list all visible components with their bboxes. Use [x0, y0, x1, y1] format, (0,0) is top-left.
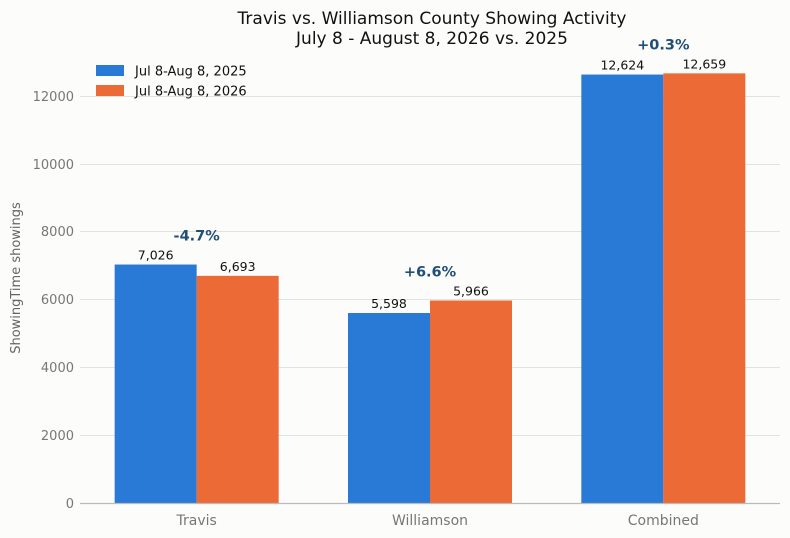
- y-tick-label: 6000: [41, 293, 74, 308]
- bar-value-label: 7,026: [138, 248, 174, 263]
- legend-swatch: [96, 65, 124, 76]
- chart-title: Travis vs. Williamson County Showing Act…: [237, 9, 627, 29]
- percent-change-annotation: +0.3%: [637, 37, 690, 53]
- y-tick-label: 8000: [41, 225, 74, 240]
- label-layer: 7,026 6,693 -4.7% Travis 5,598 5,966 +6.6% Will…: [138, 37, 726, 529]
- x-tick-label: Williamson: [392, 513, 468, 529]
- bar-value-label: 5,966: [453, 284, 489, 299]
- bar: [430, 300, 512, 503]
- bar: [663, 73, 746, 504]
- legend-swatch: [96, 85, 124, 96]
- bar-value-label: 12,659: [682, 56, 726, 71]
- x-tick-label: Travis: [176, 513, 217, 529]
- x-tick-label: Combined: [628, 513, 699, 529]
- percent-change-annotation: -4.7%: [174, 229, 221, 245]
- percent-change-annotation: +6.6%: [404, 265, 457, 281]
- legend: Jul 8-Aug 8, 2025 Jul 8-Aug 8, 2026: [96, 65, 247, 100]
- bar-value-label: 6,693: [220, 259, 256, 274]
- y-tick-label: 10000: [33, 158, 74, 173]
- bar-layer: [114, 73, 746, 504]
- bar-value-label: 5,598: [371, 296, 407, 311]
- bar-value-label: 12,624: [600, 58, 644, 73]
- legend-label: Jul 8-Aug 8, 2025: [134, 65, 247, 80]
- y-tick-label: 0: [66, 497, 74, 512]
- y-axis-label: ShowingTime showings: [9, 202, 24, 354]
- legend-label: Jul 8-Aug 8, 2026: [134, 85, 247, 100]
- bar: [114, 264, 197, 503]
- y-tick-label: 12000: [33, 90, 74, 105]
- bar: [348, 313, 430, 503]
- y-tick-label: 2000: [41, 429, 74, 444]
- bar: [196, 275, 279, 503]
- bar: [581, 74, 664, 504]
- chart-subtitle: July 8 - August 8, 2026 vs. 2025: [295, 29, 568, 49]
- y-tick-label: 4000: [41, 361, 74, 376]
